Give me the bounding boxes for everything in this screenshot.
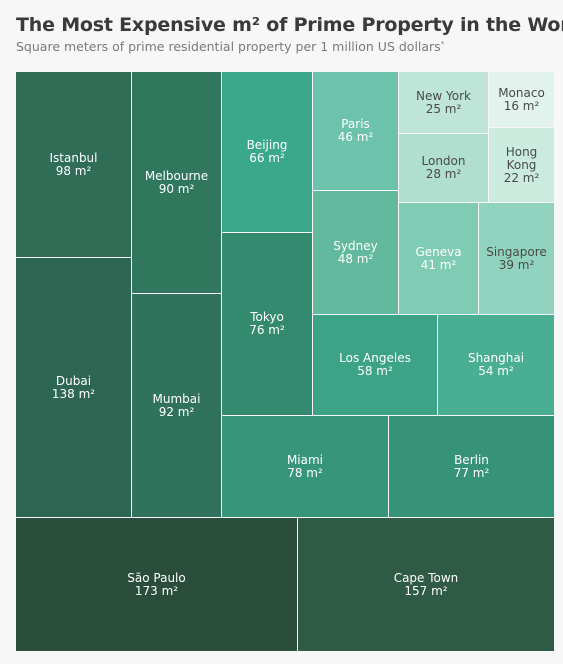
tile-label: Melbourne: [144, 168, 209, 183]
treemap: Istanbul 98 m² Dubai 138 m² Melbourne 90 m² Mu…: [15, 71, 554, 651]
tile-value: 77 m²: [453, 465, 490, 480]
tile-sao-paulo: São Paulo 173 m²: [15, 517, 298, 651]
tile-label: Hong Kong: [505, 144, 538, 172]
tile-label: Sydney: [333, 238, 378, 253]
tile-berlin: Berlin 77 m²: [388, 415, 554, 518]
tile-label: Berlin: [454, 452, 489, 467]
tile-geneva: Geneva 41 m²: [398, 202, 479, 315]
tile-value: 157 m²: [404, 583, 448, 598]
tile-label: Monaco: [498, 85, 545, 100]
tile-istanbul: Istanbul 98 m²: [15, 71, 132, 258]
tile-label: Los Angeles: [339, 351, 411, 365]
tile-value: 58 m²: [357, 364, 393, 378]
tile-label: Tokyo: [250, 310, 284, 324]
tile-value: 16 m²: [503, 98, 540, 113]
tile-label: Dubai: [55, 373, 92, 388]
tile-cape-town: Cape Town 157 m²: [297, 517, 554, 651]
tile-value: 66 m²: [249, 151, 285, 165]
tile-label: São Paulo: [127, 570, 186, 585]
tile-dubai: Dubai 138 m²: [15, 257, 132, 518]
tile-shanghai: Shanghai 54 m²: [437, 314, 554, 416]
tile-monaco: Monaco 16 m²: [488, 71, 554, 128]
subtitle-footnote-mark: *: [440, 39, 445, 48]
tile-singapore: Singapore 39 m²: [478, 202, 554, 315]
tile-miami: Miami 78 m²: [221, 415, 389, 518]
tile-london: London 28 m²: [398, 133, 489, 203]
tile-label: London: [421, 154, 466, 168]
tile-value: 138 m²: [51, 386, 96, 401]
tile-label: Geneva: [415, 244, 462, 259]
tile-value: 76 m²: [249, 323, 285, 337]
tile-label: Singapore: [486, 244, 547, 259]
tile-value: 48 m²: [337, 251, 374, 266]
tile-paris: Paris 46 m²: [312, 71, 399, 191]
tile-value: 173 m²: [134, 583, 179, 598]
tile-value: 46 m²: [337, 130, 374, 144]
tile-value: 90 m²: [158, 181, 195, 196]
tile-label: Shanghai: [467, 351, 525, 365]
tile-mumbai: Mumbai 92 m²: [131, 293, 222, 518]
chart-subtitle: Square meters of prime residential prope…: [16, 39, 444, 54]
tile-label: Beijing: [246, 138, 288, 152]
tile-value: 25 m²: [425, 101, 462, 116]
tile-los-angeles: Los Angeles 58 m²: [312, 314, 438, 416]
tile-value: 78 m²: [287, 465, 323, 480]
tile-value: 39 m²: [498, 257, 535, 272]
subtitle-text: Square meters of prime residential prope…: [16, 39, 441, 54]
tile-melbourne: Melbourne 90 m²: [131, 71, 222, 294]
tile-label: New York: [416, 88, 471, 103]
tile-label: Cape Town: [393, 570, 459, 585]
tile-tokyo: Tokyo 76 m²: [221, 232, 313, 416]
tile-new-york: New York 25 m²: [398, 71, 489, 134]
tile-hong-kong: Hong Kong 22 m²: [488, 127, 554, 203]
tile-sydney: Sydney 48 m²: [312, 190, 399, 315]
tile-value: 98 m²: [55, 163, 92, 178]
tile-value: 22 m²: [503, 170, 540, 185]
tile-value: 28 m²: [425, 167, 462, 181]
tile-label: Mumbai: [152, 391, 201, 406]
tile-label: Paris: [341, 117, 370, 131]
tile-label: Miami: [286, 452, 324, 467]
tile-value: 41 m²: [420, 257, 457, 272]
tile-beijing: Beijing 66 m²: [221, 71, 313, 233]
tile-label: Istanbul: [49, 150, 98, 165]
tile-value: 54 m²: [478, 364, 514, 378]
chart-title: The Most Expensive m² of Prime Property …: [16, 14, 563, 36]
tile-value: 92 m²: [158, 404, 195, 419]
